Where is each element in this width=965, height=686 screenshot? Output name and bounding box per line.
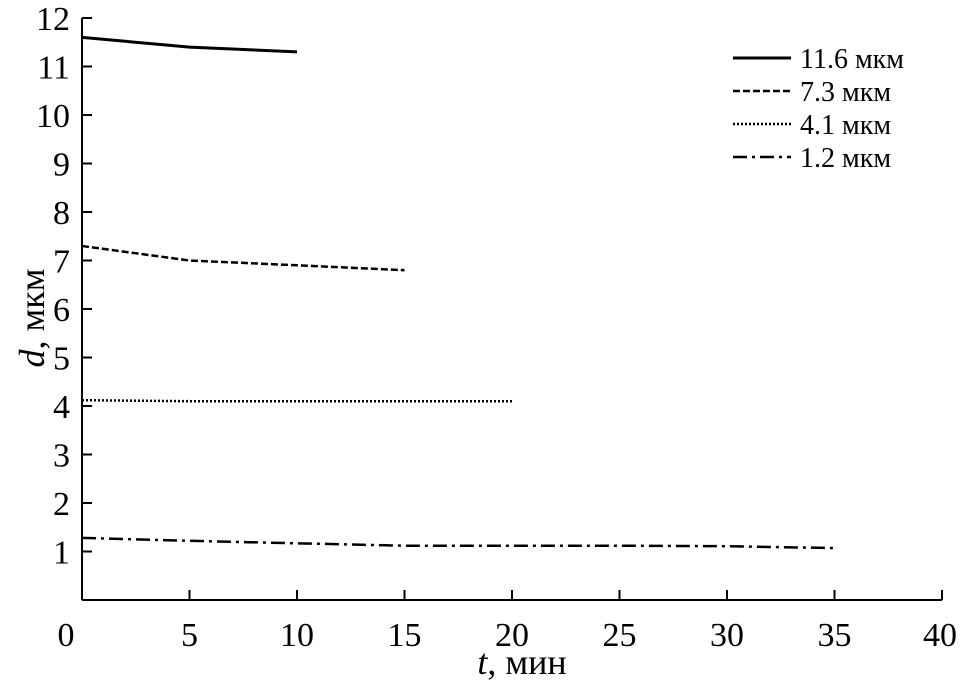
- legend-label-2: 7.3 мкм: [800, 77, 891, 108]
- y-tick-label: 12: [36, 1, 70, 38]
- y-tick-label: 1: [53, 535, 70, 572]
- y-tick-label: 10: [36, 98, 70, 135]
- x-tick-label: 35: [818, 617, 852, 654]
- y-tick-label: 6: [53, 292, 70, 329]
- series-layer: [81, 35, 835, 550]
- y-tick-label: 7: [53, 244, 70, 281]
- series-line-2: [81, 244, 405, 272]
- y-axis-variable: d: [12, 349, 52, 368]
- x-tick-label: 20: [495, 617, 529, 654]
- x-tick-label: 30: [710, 617, 744, 654]
- x-tick-label: 10: [280, 617, 314, 654]
- x-axis-variable: t: [477, 642, 488, 682]
- x-tick-label: 40: [923, 617, 957, 654]
- y-tick-label: 5: [53, 341, 70, 378]
- series-line-1: [81, 35, 298, 54]
- x-axis-unit: , мин: [487, 642, 566, 682]
- y-tick-label: 2: [53, 486, 70, 523]
- x-tick-label: 0: [58, 617, 75, 654]
- y-axis-unit: , мкм: [12, 268, 52, 349]
- y-tick-label: 9: [53, 147, 70, 184]
- legend-label-4: 1.2 мкм: [800, 143, 891, 174]
- legend-label-3: 4.1 мкм: [800, 110, 891, 141]
- series-line-4: [81, 536, 835, 550]
- y-tick-label: 8: [53, 195, 70, 232]
- x-axis-title: t, мин: [477, 642, 566, 682]
- x-tick-label: 25: [603, 617, 637, 654]
- y-tick-label: 3: [53, 438, 70, 475]
- series-line-3: [81, 398, 512, 403]
- y-axis-title: d, мкм: [12, 268, 52, 367]
- x-tick-label: 5: [181, 617, 198, 654]
- legend-label-1: 11.6 мкм: [800, 44, 904, 75]
- x-tick-label: 15: [388, 617, 422, 654]
- y-tick-label: 4: [53, 389, 70, 426]
- y-tick-label: 11: [37, 50, 70, 87]
